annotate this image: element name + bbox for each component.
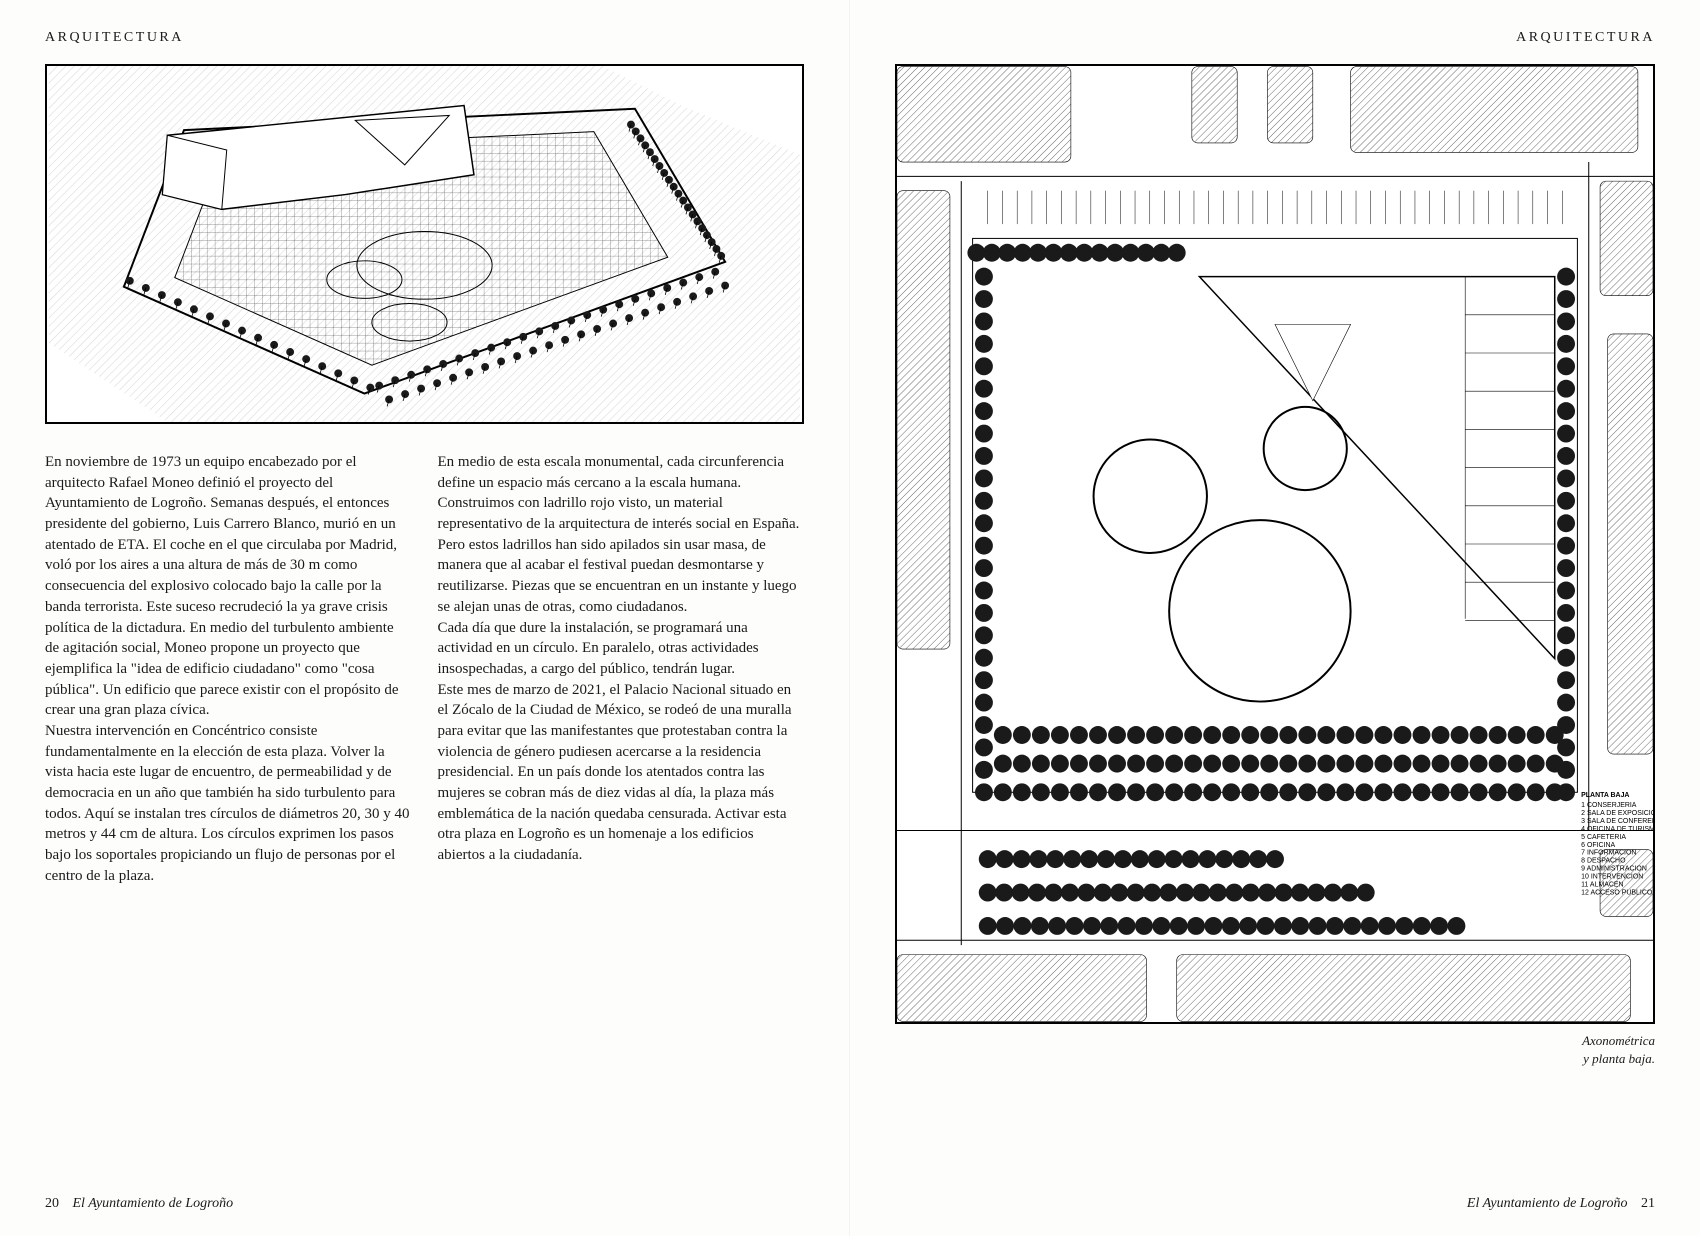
svg-text:8 DESPACHO: 8 DESPACHO — [1581, 858, 1626, 865]
header-right: ARQUITECTURA — [895, 30, 1655, 46]
header-left: ARQUITECTURA — [45, 30, 804, 46]
svg-text:4 OFICINA DE TURISMO: 4 OFICINA DE TURISMO — [1581, 826, 1653, 833]
svg-text:10 INTERVENCION: 10 INTERVENCION — [1581, 874, 1643, 881]
plan-svg: PLANTA BAJA 1 CONSERJERIA2 SALA DE EXPOSI… — [897, 66, 1653, 1022]
caption-line-1: Axonométrica — [1582, 1033, 1655, 1048]
figure-plan: PLANTA BAJA 1 CONSERJERIA2 SALA DE EXPOSI… — [895, 64, 1655, 1024]
page-left: ARQUITECTURA — [0, 0, 850, 1236]
caption-line-2: y planta baja. — [1583, 1051, 1655, 1066]
column-1: En noviembre de 1973 un equipo encabezad… — [45, 452, 412, 886]
svg-text:5 CAFETERIA: 5 CAFETERIA — [1581, 834, 1626, 841]
page-right: ARQUITECTURA — [850, 0, 1700, 1236]
svg-text:2 SALA DE EXPOSICIONES: 2 SALA DE EXPOSICIONES — [1581, 810, 1653, 817]
svg-text:6 OFICINA: 6 OFICINA — [1581, 842, 1615, 849]
svg-text:PLANTA BAJA: PLANTA BAJA — [1581, 792, 1629, 799]
column-2: En medio de esta escala monumental, cada… — [438, 452, 805, 886]
figure-caption: Axonométrica y planta baja. — [895, 1032, 1655, 1067]
footer-right: El Ayuntamiento de Logroño 21 — [1457, 1196, 1655, 1212]
svg-text:7 INFORMACION: 7 INFORMACION — [1581, 850, 1636, 857]
svg-text:12 ACCESO PUBLICO: 12 ACCESO PUBLICO — [1581, 890, 1653, 897]
figure-axonometric — [45, 64, 804, 424]
svg-text:1 CONSERJERIA: 1 CONSERJERIA — [1581, 802, 1637, 809]
svg-text:9 ADMINISTRACION: 9 ADMINISTRACION — [1581, 866, 1647, 873]
page-number-left: 20 — [45, 1196, 59, 1211]
body-text: En noviembre de 1973 un equipo encabezad… — [45, 452, 804, 886]
footer-title-right: El Ayuntamiento de Logroño — [1467, 1196, 1628, 1211]
footer-title-left: El Ayuntamiento de Logroño — [73, 1196, 234, 1211]
footer-left: 20 El Ayuntamiento de Logroño — [45, 1196, 243, 1212]
svg-text:3 SALA DE CONFERENCIAS: 3 SALA DE CONFERENCIAS — [1581, 818, 1653, 825]
axonometric-svg — [47, 66, 802, 422]
page-number-right: 21 — [1641, 1196, 1655, 1211]
svg-text:11 ALMACEN: 11 ALMACEN — [1581, 882, 1623, 889]
